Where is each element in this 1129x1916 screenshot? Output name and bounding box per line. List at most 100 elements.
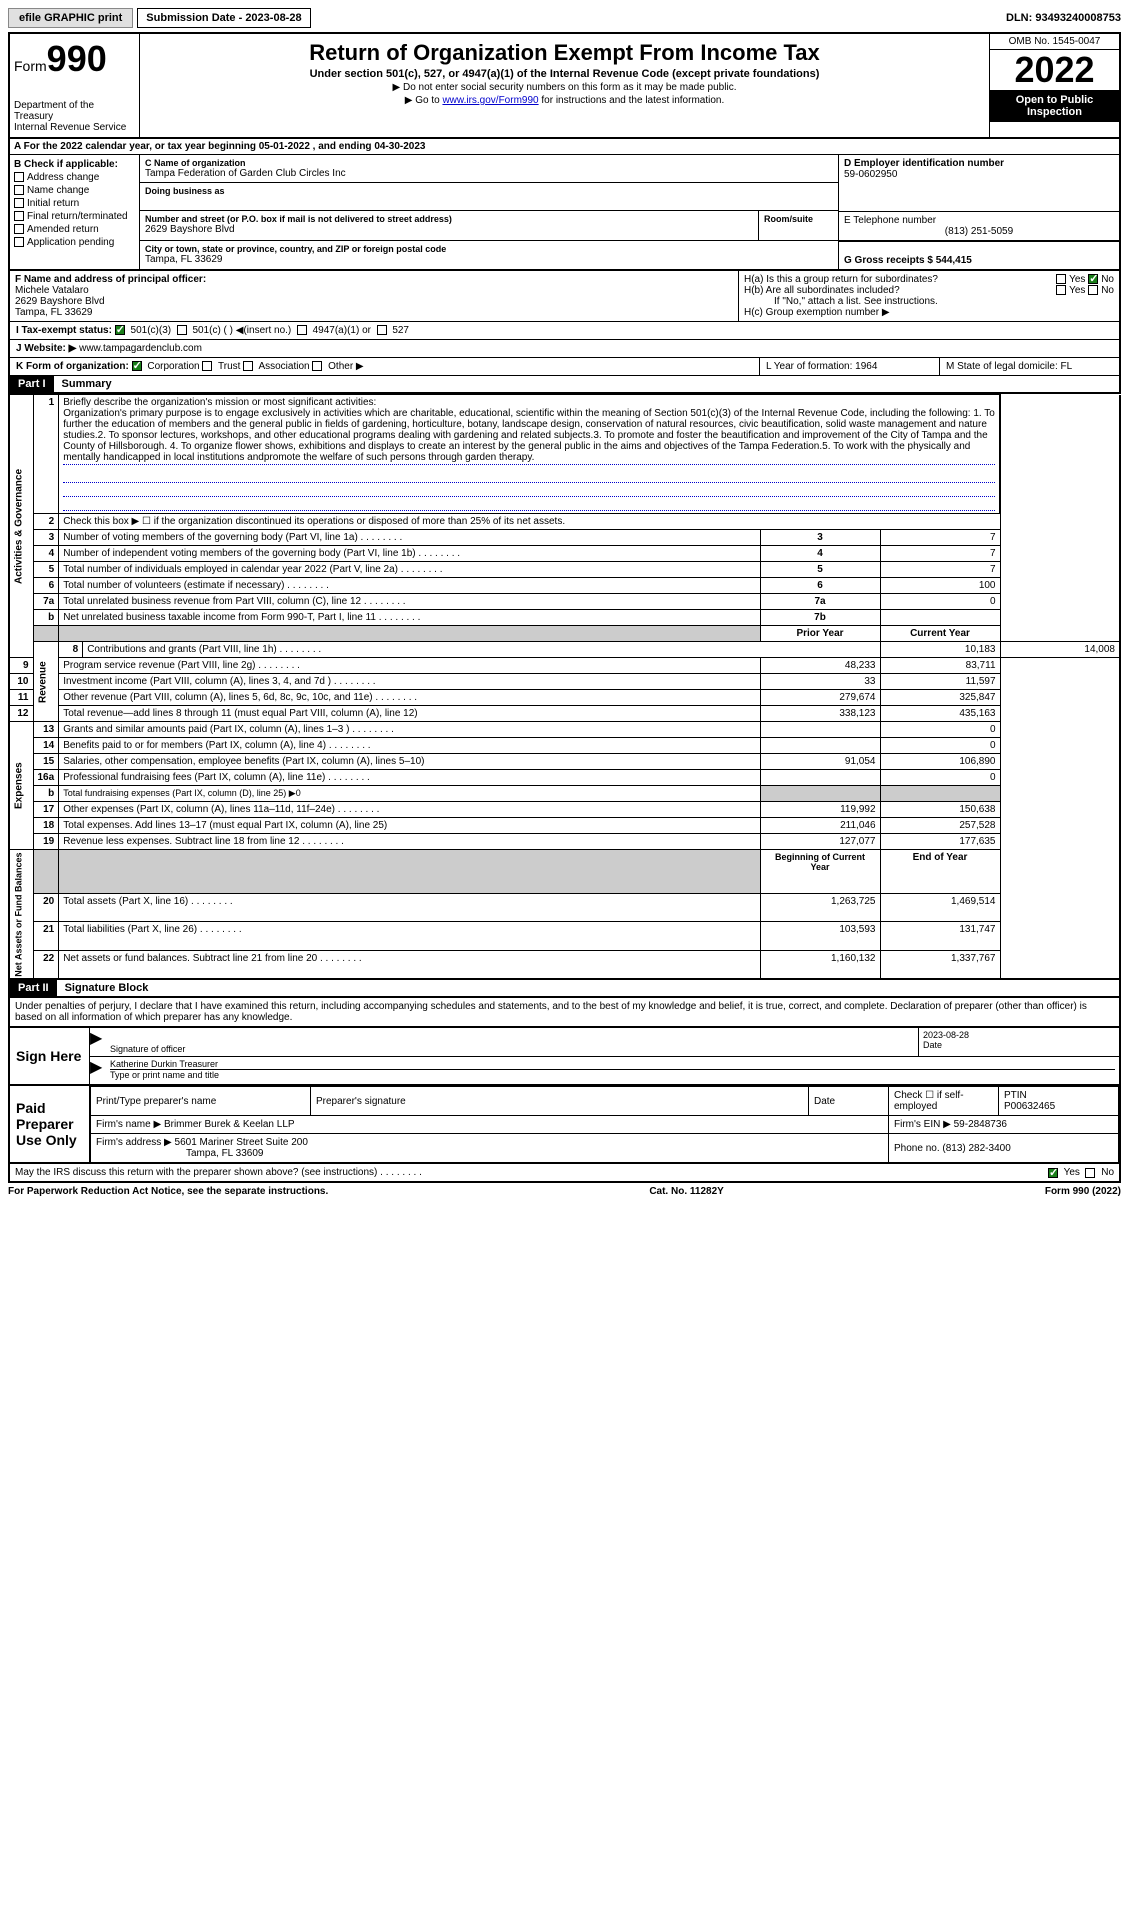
- entity-block: B Check if applicable: Address change Na…: [8, 155, 1121, 271]
- e-label: E Telephone number: [844, 215, 1114, 226]
- header-middle: Return of Organization Exempt From Incom…: [140, 34, 989, 137]
- chk-assoc[interactable]: [243, 361, 253, 371]
- dba-label: Doing business as: [145, 186, 833, 196]
- chk-4947[interactable]: [297, 325, 307, 335]
- chk-other[interactable]: [312, 361, 322, 371]
- form-header: Form990 Department of the Treasury Inter…: [8, 32, 1121, 139]
- sig-date-value: 2023-08-28: [923, 1030, 1115, 1040]
- exp-row: 19Revenue less expenses. Subtract line 1…: [9, 834, 1120, 850]
- firm-addr1: 5601 Mariner Street Suite 200: [175, 1137, 308, 1148]
- rev-row: 11Other revenue (Part VIII, column (A), …: [9, 690, 1120, 706]
- c-label: C Name of organization: [145, 158, 833, 168]
- firm-addr2: Tampa, FL 33609: [186, 1148, 263, 1159]
- col-b-title: B Check if applicable:: [14, 159, 135, 170]
- f-officer: F Name and address of principal officer:…: [10, 271, 739, 321]
- part2-badge: Part II: [10, 980, 57, 996]
- city-label: City or town, state or province, country…: [145, 244, 833, 254]
- paid-preparer-label: Paid Preparer Use Only: [10, 1086, 90, 1162]
- efile-print-button[interactable]: efile GRAPHIC print: [8, 8, 133, 28]
- ptin-label: PTIN: [1004, 1090, 1027, 1101]
- return-title: Return of Organization Exempt From Incom…: [146, 40, 983, 66]
- part1-badge: Part I: [10, 376, 54, 392]
- g-gross-receipts: G Gross receipts $ 544,415: [844, 255, 1114, 266]
- officer-addr1: 2629 Bayshore Blvd: [15, 296, 733, 307]
- j-website: J Website: ▶ www.tampagardenclub.com: [10, 340, 1119, 357]
- vert-expenses: Expenses: [9, 722, 33, 850]
- line1-label: Briefly describe the organization's miss…: [63, 397, 995, 408]
- k-form-org: K Form of organization: Corporation Trus…: [10, 358, 759, 375]
- f-h-row: F Name and address of principal officer:…: [10, 271, 1119, 322]
- exp-row: 14Benefits paid to or for members (Part …: [9, 738, 1120, 754]
- prep-self-employed: Check ☐ if self-employed: [889, 1087, 999, 1116]
- h-b: H(b) Are all subordinates included? Yes …: [744, 285, 1114, 296]
- paid-preparer-block: Paid Preparer Use Only Print/Type prepar…: [8, 1086, 1121, 1164]
- chk-corp[interactable]: [132, 361, 142, 371]
- exp-row: bTotal fundraising expenses (Part IX, co…: [9, 786, 1120, 802]
- chk-amended-return[interactable]: Amended return: [14, 224, 135, 235]
- chk-application-pending[interactable]: Application pending: [14, 237, 135, 248]
- discuss-row: May the IRS discuss this return with the…: [8, 1164, 1121, 1183]
- chk-527[interactable]: [377, 325, 387, 335]
- gov-row: 4Number of independent voting members of…: [9, 546, 1120, 562]
- h-b-note: If "No," attach a list. See instructions…: [774, 296, 1114, 307]
- sig-officer-label: Signature of officer: [110, 1044, 914, 1054]
- i-tax-exempt: I Tax-exempt status: 501(c)(3) 501(c) ( …: [10, 322, 1119, 339]
- h-block: H(a) Is this a group return for subordin…: [739, 271, 1119, 321]
- row-a-tax-year: A For the 2022 calendar year, or tax yea…: [8, 139, 1121, 155]
- mission-text: Organization's primary purpose is to eng…: [63, 408, 995, 465]
- part2-title: Signature Block: [57, 980, 157, 996]
- part2-header: Part II Signature Block: [8, 980, 1121, 998]
- firm-ein-value: 59-2848736: [954, 1119, 1007, 1130]
- net-row: 21Total liabilities (Part X, line 26)103…: [9, 922, 1120, 950]
- col-current-hdr: Current Year: [880, 626, 1000, 642]
- f-label: F Name and address of principal officer:: [15, 274, 733, 285]
- chk-address-change[interactable]: Address change: [14, 172, 135, 183]
- rev-row: 9Program service revenue (Part VIII, lin…: [9, 658, 1120, 674]
- type-name-label: Type or print name and title: [110, 1070, 1115, 1080]
- footer-right: Form 990 (2022): [1045, 1186, 1121, 1197]
- footer-mid: Cat. No. 11282Y: [328, 1186, 1045, 1197]
- dept-treasury: Department of the Treasury: [14, 100, 135, 122]
- phone-value: (813) 251-5059: [844, 226, 1114, 237]
- d-label: D Employer identification number: [844, 158, 1114, 169]
- column-c-org: C Name of organization Tampa Federation …: [140, 155, 1119, 269]
- chk-final-return[interactable]: Final return/terminated: [14, 211, 135, 222]
- chk-name-change[interactable]: Name change: [14, 185, 135, 196]
- form-prefix: Form: [14, 58, 47, 74]
- signature-block: Sign Here ▶ Signature of officer 2023-08…: [8, 1028, 1121, 1086]
- preparer-table: Print/Type preparer's name Preparer's si…: [90, 1086, 1119, 1162]
- irs-label: Internal Revenue Service: [14, 122, 135, 133]
- officer-addr2: Tampa, FL 33629: [15, 307, 733, 318]
- officer-name: Michele Vatalaro: [15, 285, 733, 296]
- officer-printed-name: Katherine Durkin Treasurer: [110, 1059, 1115, 1070]
- chk-501c[interactable]: [177, 325, 187, 335]
- rev-row: 10Investment income (Part VIII, column (…: [9, 674, 1120, 690]
- gov-row: bNet unrelated business taxable income f…: [9, 610, 1120, 626]
- irs-form990-link[interactable]: www.irs.gov/Form990: [442, 95, 538, 106]
- vert-activities: Activities & Governance: [9, 395, 33, 658]
- discuss-no[interactable]: [1085, 1168, 1095, 1178]
- chk-initial-return[interactable]: Initial return: [14, 198, 135, 209]
- exp-row: 18Total expenses. Add lines 13–17 (must …: [9, 818, 1120, 834]
- exp-row: 15Salaries, other compensation, employee…: [9, 754, 1120, 770]
- website-value: www.tampagardenclub.com: [76, 343, 202, 354]
- footer-left: For Paperwork Reduction Act Notice, see …: [8, 1186, 328, 1197]
- line2-text: Check this box ▶ ☐ if the organization d…: [59, 514, 1000, 530]
- return-subtitle: Under section 501(c), 527, or 4947(a)(1)…: [146, 68, 983, 80]
- part1-title: Summary: [54, 376, 120, 392]
- open-inspection: Open to Public Inspection: [990, 90, 1119, 122]
- col-end-hdr: End of Year: [880, 850, 1000, 894]
- form-number: Form990: [14, 38, 135, 80]
- chk-trust[interactable]: [202, 361, 212, 371]
- col-begin-hdr: Beginning of Current Year: [760, 850, 880, 894]
- goto-pre: ▶ Go to: [405, 95, 443, 106]
- exp-row: 17Other expenses (Part IX, column (A), l…: [9, 802, 1120, 818]
- discuss-yes[interactable]: [1048, 1168, 1058, 1178]
- firm-addr-label: Firm's address ▶: [96, 1137, 172, 1148]
- dln-label: DLN: 93493240008753: [1006, 12, 1121, 24]
- firm-ein-label: Firm's EIN ▶: [894, 1119, 951, 1130]
- omb-number: OMB No. 1545-0047: [990, 34, 1119, 50]
- h-c: H(c) Group exemption number ▶: [744, 307, 1114, 318]
- chk-501c3[interactable]: [115, 325, 125, 335]
- org-name: Tampa Federation of Garden Club Circles …: [145, 168, 833, 179]
